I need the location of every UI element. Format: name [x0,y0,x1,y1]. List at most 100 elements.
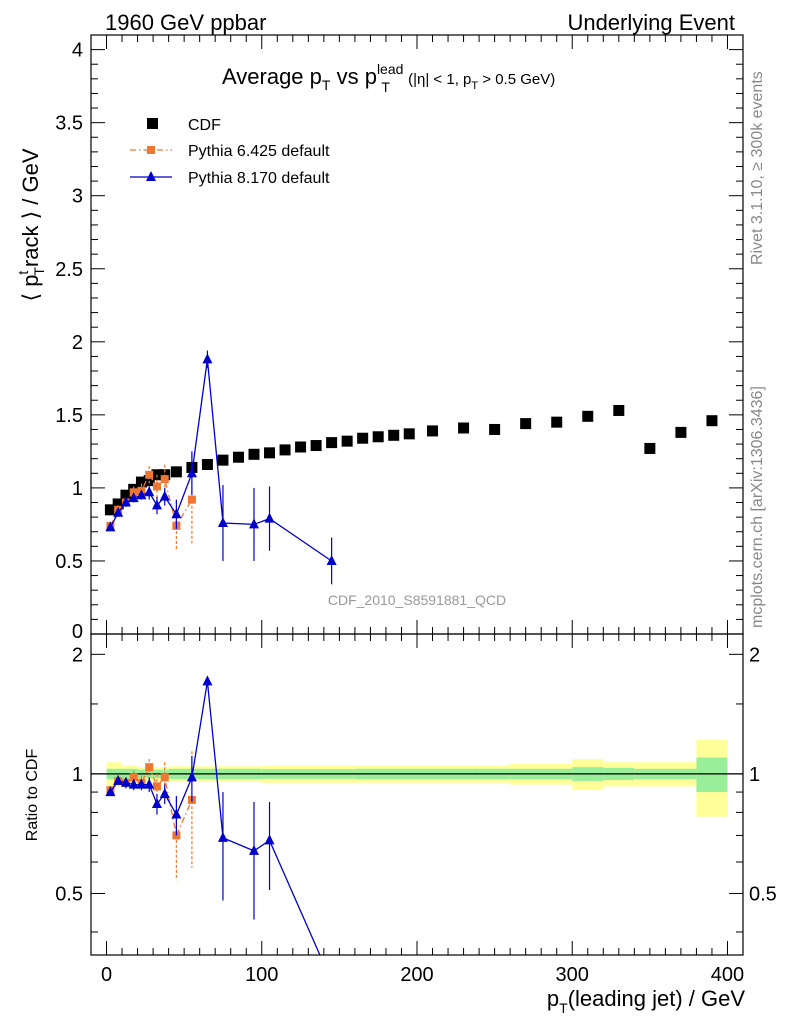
title-sup: lead [377,61,403,77]
x-tick-label: 300 [556,964,589,986]
pythia8-point [105,521,116,532]
side-label-upper: Rivet 3.1.10, ≥ 300k events [749,71,766,265]
cdf-point [458,422,470,434]
cdf-point [613,404,625,416]
cdf-point [112,498,124,510]
pythia6-point [152,482,161,491]
title-mid: vs p [330,64,376,89]
title-cut-sub: T [471,80,478,92]
ratio-pythia8-point [171,808,182,819]
ratio-pythia8-point [151,797,162,808]
cdf-point [372,431,384,443]
x-tick-label: 200 [400,964,433,986]
x-tick-label: 400 [711,964,744,986]
ratio-pythia8-point [186,771,197,782]
pythia8-point [113,506,124,517]
ratio-pythia8-point [202,675,213,686]
main-y-tick-label: 2 [72,332,83,354]
ratio-pythia8-point [120,776,131,787]
ylabel-open: ⟨ p [18,275,43,302]
ratio-y-tick-label: 2 [72,644,83,666]
legend-label-pythia8: Pythia 8.170 default [188,170,330,187]
ratio-ylabel: Ratio to CDF [24,749,41,842]
legend-label-pythia6: Pythia 6.425 default [188,143,330,160]
pythia6-point [160,475,169,484]
cdf-point [388,429,400,441]
cdf-point [264,447,276,459]
pythia8-point [136,489,147,500]
cdf-point [310,440,322,452]
pythia8-point [186,467,197,478]
title-sub2: T [381,79,390,95]
pythia8-point [202,353,213,364]
ratio-y-tick-label: 1 [72,764,83,786]
pythia8-point [326,554,337,565]
main-y-tick-label: 4 [72,40,83,62]
legend-label-cdf: CDF [188,117,221,134]
ratio-pythia8-point [249,844,259,855]
ratio-pythia8-point [144,778,155,789]
xlabel-sub: T [559,1000,568,1016]
ratio-y-tick-label-right: 2 [749,644,760,666]
main-y-cut-label: 0 [72,621,83,643]
pythia8-point [217,516,228,527]
header-right: Underlying Event [567,10,735,35]
ratio-pythia8-point [264,834,275,845]
main-y-tick-label: 1.5 [55,405,83,427]
ylabel-sup: t [15,271,31,275]
x-tick-label: 0 [101,964,112,986]
cdf-point [217,454,229,466]
title-cut-b: > 0.5 GeV) [478,71,555,88]
ratio-pythia8-point [217,831,228,842]
cdf-point [104,504,116,516]
ratio-pythia8-line [109,681,321,956]
cdf-point [520,418,532,430]
xlabel-rest: (leading jet) / GeV [568,986,746,1011]
legend: CDF Pythia 6.425 default Pythia 8.170 de… [130,117,330,187]
legend-marker-pythia8 [146,171,156,181]
title-cut-a: (|η| < 1, p [404,71,471,88]
pythia8-point [264,512,275,523]
data-marks [104,350,718,956]
main-ylabel: ⟨ ptTrack ⟩ / GeV [15,148,47,301]
ratio-xlabel: pT(leading jet) / GeV [547,986,745,1016]
cdf-point [295,441,307,453]
cdf-point [326,437,338,449]
pythia6-point [145,470,154,479]
pythia8-point [249,518,259,529]
main-y-tick-label: 3 [72,186,83,208]
cdf-point [341,435,353,447]
cdf-point [143,475,155,487]
cdf-point [357,432,369,444]
ratio-pythia6-point [145,763,154,772]
pythia6-point [187,495,196,504]
pythia8-point [144,486,155,497]
pythia8-point [120,496,131,507]
pythia8-point [159,490,170,501]
ratio-pythia6-point [152,782,161,791]
cdf-point [248,448,260,460]
cdf-point [201,459,213,471]
main-y-tick-label: 0.5 [55,551,83,573]
main-y-tick-label: 3.5 [55,113,83,135]
side-label-lower: mcplots.cern.ch [arXiv:1306.3436] [749,386,766,628]
cdf-point [232,451,244,463]
ratio-pythia8-point [136,778,147,789]
ratio-band-inner [696,757,728,793]
analysis-watermark: CDF_2010_S8591881_QCD [328,592,506,608]
cdf-point [706,415,718,427]
ratio-y-tick-label: 0.5 [55,883,83,905]
ylabel-rest: rack ⟩ / GeV [18,148,43,267]
cdf-point [120,489,132,501]
main-y-tick-label: 1 [72,478,83,500]
legend-marker-cdf [147,118,158,129]
xlabel-p: p [547,986,559,1011]
ratio-y-tick-label-right: 0.5 [749,883,777,905]
title-sub1: T [322,77,331,93]
cdf-point [403,428,415,440]
pythia8-point [128,492,139,503]
cdf-point [135,476,147,488]
header-left: 1960 GeV ppbar [105,10,266,35]
ratio-pythia8-point [159,787,170,798]
